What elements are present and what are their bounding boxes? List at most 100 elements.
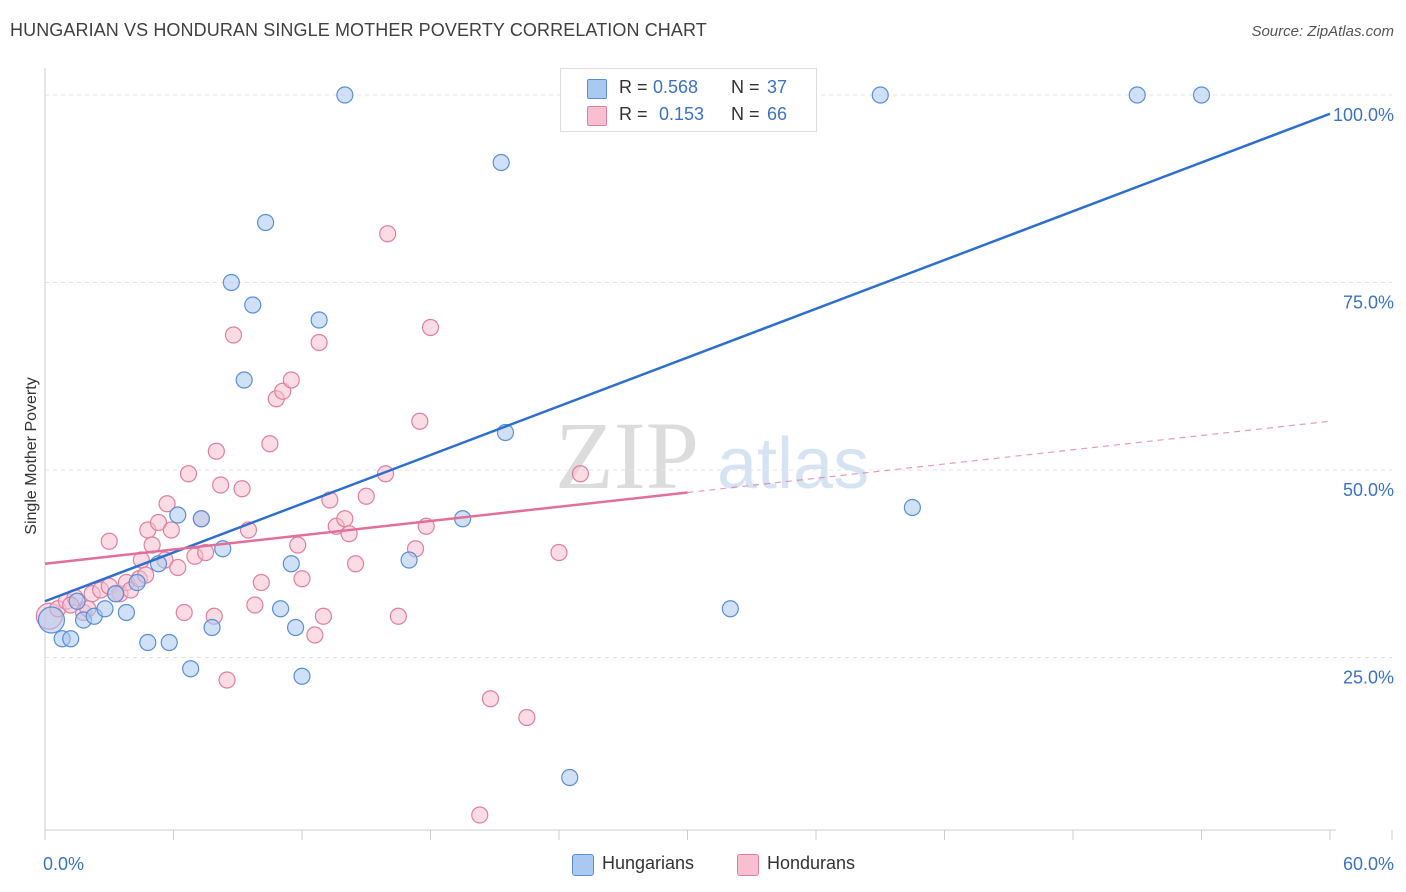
- honduran-point: [357, 487, 375, 505]
- hungarian-point: [244, 296, 262, 314]
- y-tick-label: 25.0%: [1343, 668, 1394, 688]
- watermark: ZIP atlas: [555, 402, 869, 509]
- honduran-point: [100, 532, 118, 550]
- y-tick-label: 100.0%: [1333, 105, 1394, 125]
- hungarian-point: [336, 86, 354, 104]
- honduran-point: [197, 543, 215, 562]
- x-tick-label-min: 0.0%: [43, 854, 84, 874]
- hungarian-point: [235, 371, 253, 389]
- honduran-point: [481, 690, 500, 708]
- honduran-point: [162, 521, 180, 539]
- honduran-point: [207, 442, 225, 460]
- hungarian-point: [903, 498, 921, 517]
- honduran-point: [518, 708, 536, 727]
- honduran-point: [246, 596, 264, 614]
- hungarians-trendline: [44, 112, 1331, 603]
- honduran-point: [224, 326, 243, 344]
- hondurans-trendline-extension: [687, 420, 1331, 494]
- hungarian-point: [160, 633, 178, 652]
- chart-title: HUNGARIAN VS HONDURAN SINGLE MOTHER POVE…: [10, 20, 707, 40]
- hungarian-point: [400, 551, 418, 569]
- hungarian-point: [117, 603, 135, 622]
- honduran-point: [261, 435, 279, 453]
- hungarian-point: [256, 213, 275, 232]
- stats-legend: R = 0.568 N = 37 R = 0.153 N = 66: [560, 68, 817, 132]
- trendlines: [44, 112, 1331, 603]
- x-tick-labels: 0.0% 60.0%: [43, 854, 1394, 874]
- hungarian-point: [62, 630, 80, 648]
- hungarian-point: [203, 618, 221, 637]
- hungarian-point: [1192, 86, 1211, 104]
- honduran-point: [169, 558, 187, 577]
- y-tick-labels: 25.0% 50.0% 75.0% 100.0%: [1333, 105, 1394, 688]
- watermark-atlas: atlas: [717, 424, 869, 504]
- honduran-point: [149, 513, 168, 532]
- n-label: N =: [731, 104, 760, 124]
- hungarian-point: [871, 86, 889, 104]
- hungarian-point: [169, 506, 187, 524]
- source-label: Source: ZipAtlas.com: [1251, 23, 1394, 40]
- hungarian-point: [561, 768, 579, 787]
- hungarian-point: [68, 592, 86, 610]
- hungarian-point: [107, 585, 125, 603]
- hungarians-n-value: 37: [767, 77, 788, 97]
- honduran-point: [175, 603, 193, 622]
- honduran-point: [293, 570, 311, 588]
- hondurans-swatch: [587, 106, 607, 126]
- hungarians-swatch: [587, 79, 607, 99]
- n-label: N =: [731, 77, 760, 97]
- honduran-point: [289, 536, 307, 554]
- r-label: R =: [619, 104, 648, 124]
- x-tick-label-max: 60.0%: [1343, 854, 1394, 874]
- hungarians-r-value: 0.568: [653, 77, 699, 97]
- axes: [44, 68, 1336, 831]
- y-tick-label: 75.0%: [1343, 293, 1394, 313]
- hondurans-r-value: 0.153: [659, 104, 705, 124]
- honduran-point: [310, 333, 328, 352]
- data-points: [35, 86, 1211, 824]
- honduran-point: [282, 371, 300, 389]
- hondurans-legend-label: Hondurans: [767, 853, 856, 873]
- hondurans-trendline: [44, 491, 688, 565]
- honduran-point: [389, 607, 407, 625]
- honduran-point: [346, 555, 365, 573]
- hungarian-point: [96, 600, 114, 618]
- honduran-point: [550, 543, 568, 562]
- hungarian-point: [271, 600, 290, 618]
- hondurans-n-value: 66: [767, 104, 788, 124]
- honduran-point: [306, 626, 324, 644]
- honduran-point: [179, 465, 198, 483]
- honduran-point: [421, 318, 440, 337]
- hungarian-point: [721, 600, 739, 618]
- honduran-point: [233, 480, 251, 498]
- hungarian-point: [492, 153, 510, 172]
- hungarian-point: [182, 660, 200, 678]
- r-label: R =: [619, 77, 648, 97]
- hungarian-point: [293, 667, 311, 685]
- honduran-point: [158, 495, 176, 513]
- y-tick-label: 50.0%: [1343, 480, 1394, 500]
- watermark-zip: ZIP: [555, 402, 699, 509]
- hungarian-point: [222, 273, 240, 292]
- honduran-point: [379, 225, 397, 243]
- honduran-point: [471, 806, 489, 824]
- x-ticks: [44, 830, 1393, 840]
- hungarian-point: [282, 555, 300, 573]
- hungarian-point: [1128, 86, 1146, 104]
- hondurans-legend-swatch: [737, 854, 759, 876]
- honduran-point: [218, 671, 236, 689]
- honduran-point: [314, 607, 333, 625]
- honduran-point: [336, 510, 354, 528]
- hungarian-point: [310, 311, 328, 329]
- honduran-point: [571, 465, 590, 483]
- honduran-point: [252, 573, 270, 592]
- hungarians-legend-label: Hungarians: [602, 853, 695, 873]
- hungarian-point: [128, 573, 146, 592]
- honduran-point: [411, 412, 429, 430]
- hungarian-point: [192, 510, 210, 528]
- hungarians-legend-swatch: [572, 854, 594, 876]
- hungarian-point: [37, 606, 66, 634]
- honduran-point: [212, 476, 230, 494]
- hungarian-point: [139, 633, 157, 652]
